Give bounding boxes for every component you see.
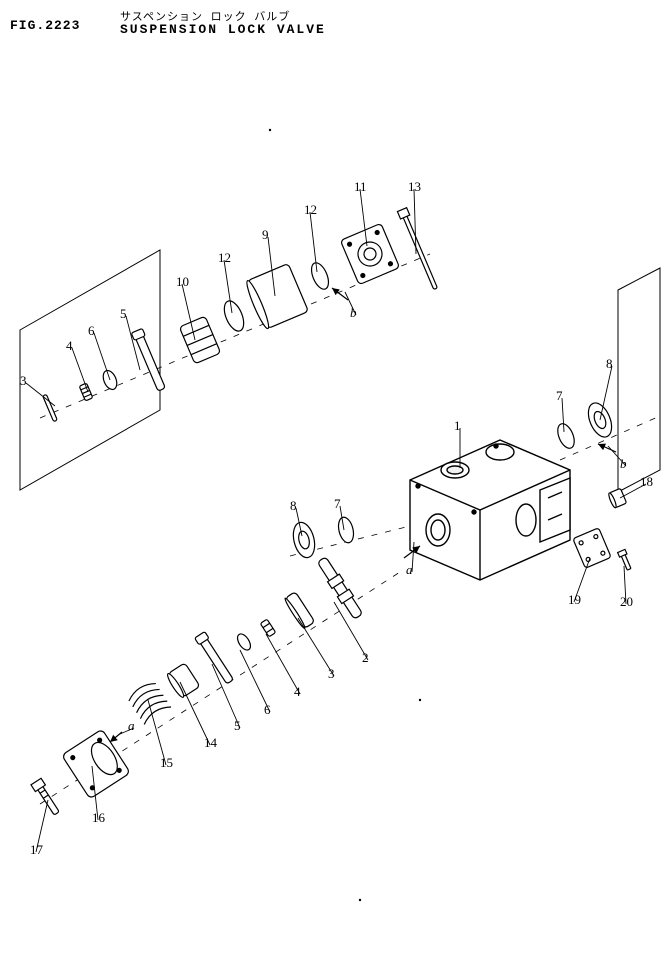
callout-4: 4 bbox=[66, 338, 73, 354]
callout-19: 19 bbox=[568, 592, 581, 608]
callout-a_mid: a bbox=[406, 562, 413, 578]
callout-12b: 12 bbox=[304, 202, 317, 218]
callout-3b: 3 bbox=[328, 666, 335, 682]
callout-12: 12 bbox=[218, 250, 231, 266]
callout-b_right: b bbox=[620, 456, 627, 472]
callout-17: 17 bbox=[30, 842, 43, 858]
callout-9: 9 bbox=[262, 227, 269, 243]
callout-7r: 7 bbox=[556, 388, 563, 404]
callout-8r: 8 bbox=[606, 356, 613, 372]
callout-5: 5 bbox=[120, 306, 127, 322]
callout-14: 14 bbox=[204, 735, 217, 751]
callout-6b: 6 bbox=[264, 702, 271, 718]
callout-6: 6 bbox=[88, 323, 95, 339]
callout-2: 2 bbox=[362, 650, 369, 666]
callout-5b: 5 bbox=[234, 718, 241, 734]
exploded-diagram bbox=[0, 0, 669, 973]
callout-7l: 7 bbox=[334, 496, 341, 512]
callout-16: 16 bbox=[92, 810, 105, 826]
callout-3: 3 bbox=[20, 373, 27, 389]
callout-11: 11 bbox=[354, 179, 367, 195]
callout-18: 18 bbox=[640, 474, 653, 490]
callout-b_upper: b bbox=[350, 305, 357, 321]
callout-1: 1 bbox=[454, 418, 461, 434]
callout-8l: 8 bbox=[290, 498, 297, 514]
callout-4b: 4 bbox=[294, 684, 301, 700]
callout-10: 10 bbox=[176, 274, 189, 290]
callout-15: 15 bbox=[160, 755, 173, 771]
callout-a_low: a bbox=[128, 718, 135, 734]
callout-20: 20 bbox=[620, 594, 633, 610]
diagram-page: FIG.2223 サスペンション ロック バルブ SUSPENSION LOCK… bbox=[0, 0, 669, 973]
callout-13: 13 bbox=[408, 179, 421, 195]
